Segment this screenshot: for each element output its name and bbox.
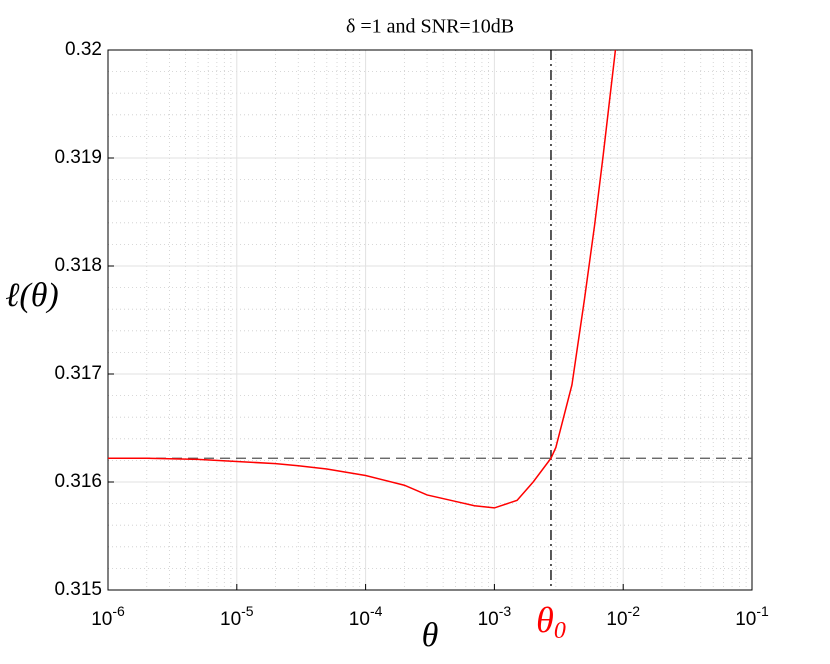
y-tick-label: 0.318 [54, 255, 102, 276]
x-axis-label: θ [422, 617, 439, 654]
x-tick-label: 10-2 [606, 603, 640, 630]
y-tick-label: 0.32 [65, 39, 102, 60]
x-tick-label: 10-5 [220, 603, 254, 630]
chart-title: δ =1 and SNR=10dB [346, 16, 514, 38]
plot-area [108, 50, 752, 590]
y-tick-label: 0.315 [54, 579, 102, 600]
x-tick-label: 10-3 [478, 603, 512, 630]
y-tick-label: 0.317 [54, 363, 102, 384]
x-tick-label: 10-6 [91, 603, 125, 630]
y-tick-label: 0.319 [54, 147, 102, 168]
axes-box [107, 49, 753, 591]
annotation: θ0 [536, 600, 566, 643]
y-axis-label: ℓ(θ) [5, 277, 59, 314]
x-tick-label: 10-1 [735, 603, 769, 630]
y-tick-label: 0.316 [54, 471, 102, 492]
x-tick-label: 10-4 [349, 603, 383, 630]
line [108, 49, 617, 509]
